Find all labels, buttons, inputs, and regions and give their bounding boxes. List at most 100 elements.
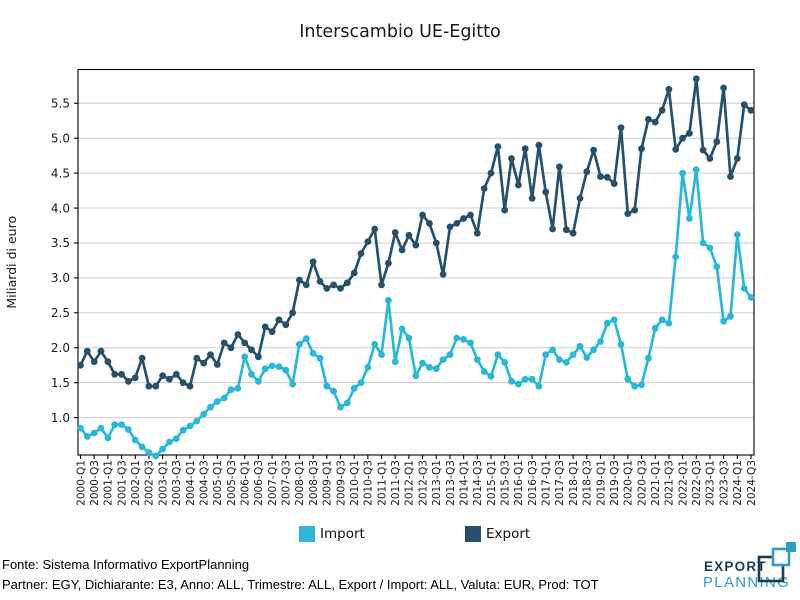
export-data-point [733, 155, 741, 162]
import-data-point [248, 370, 255, 378]
export-data-point [166, 375, 173, 383]
export-data-point [186, 382, 194, 390]
export-data-point [603, 173, 611, 181]
import-data-point [487, 373, 495, 380]
x-tick-label: 2020-Q3 [636, 460, 648, 506]
export-data-point [131, 374, 139, 382]
export-data-point [610, 180, 618, 188]
x-tick-label: 2006-Q3 [253, 460, 265, 506]
import-data-point [323, 382, 331, 390]
export-data-point [268, 328, 276, 336]
export-data-point [467, 211, 474, 219]
x-tick-label: 2015-Q3 [499, 460, 511, 506]
export-data-point [261, 323, 269, 331]
import-data-point [104, 434, 112, 442]
y-tick-label: 5.0 [51, 131, 70, 145]
x-tick-label: 2014-Q1 [458, 460, 470, 506]
export-data-point [706, 155, 714, 162]
export-data-point [747, 106, 755, 114]
x-tick-label: 2010-Q3 [363, 460, 375, 506]
import-data-point [439, 356, 447, 363]
import-data-point [494, 351, 502, 359]
export-data-point [179, 379, 187, 387]
export-data-point [104, 358, 112, 366]
export-data-point [692, 75, 700, 83]
import-data-point [569, 351, 577, 359]
logo-text-planning: PLANNING [703, 574, 791, 591]
x-tick-label: 2008-Q1 [294, 460, 306, 506]
import-data-point [480, 368, 488, 375]
legend-item-export: Export [465, 526, 530, 542]
export-data-point [275, 316, 283, 324]
import-data-point [665, 319, 673, 327]
export-data-point [583, 168, 591, 176]
export-data-point [720, 84, 727, 92]
import-data-point [111, 421, 119, 428]
export-data-point [385, 259, 392, 267]
export-data-point [645, 115, 652, 123]
import-data-point [268, 362, 276, 370]
import-data-point [138, 443, 146, 451]
export-data-point [432, 239, 440, 247]
y-tick-label: 4.5 [51, 166, 70, 180]
import-data-point [166, 438, 173, 446]
import-data-point [343, 399, 351, 407]
import-data-point [706, 244, 714, 252]
x-tick-label: 2021-Q3 [664, 460, 676, 506]
export-data-point [316, 278, 324, 285]
export-data-point [651, 118, 659, 126]
export-swatch [465, 526, 481, 542]
export-data-point [302, 281, 310, 289]
x-tick-label: 2017-Q3 [554, 460, 566, 506]
x-tick-label: 2010-Q1 [349, 460, 361, 506]
logo-text-export: EXPORT [704, 559, 767, 574]
x-tick-label: 2019-Q3 [609, 460, 621, 506]
import-data-point [610, 316, 618, 324]
import-data-point [542, 351, 550, 359]
export-data-point [200, 359, 208, 367]
import-data-point [535, 382, 543, 390]
import-data-point [460, 336, 467, 343]
import-data-point [549, 346, 556, 354]
x-tick-label: 2000-Q1 [75, 460, 87, 506]
import-data-point [651, 324, 659, 332]
export-data-point [289, 309, 296, 317]
chart-title: Interscambio UE-Egitto [299, 22, 501, 42]
import-data-point [528, 375, 536, 383]
export-data-point [330, 281, 337, 289]
import-data-point [590, 346, 597, 354]
import-data-point [672, 253, 680, 261]
export-data-point [77, 361, 84, 369]
export-data-point [90, 358, 98, 366]
x-tick-label: 2022-Q1 [677, 460, 689, 506]
import-data-point [186, 422, 194, 430]
import-data-point [405, 334, 413, 342]
import-data-point [357, 379, 365, 387]
import-data-point [597, 338, 604, 345]
x-tick-label: 2022-Q3 [691, 460, 703, 506]
export-data-point [213, 361, 221, 368]
x-tick-label: 2016-Q1 [513, 460, 525, 506]
import-data-point [467, 339, 474, 347]
import-data-point [282, 366, 290, 374]
x-tick-label: 2017-Q1 [541, 460, 553, 506]
export-data-point [83, 347, 91, 355]
import-data-point [398, 325, 406, 333]
export-data-point [152, 382, 160, 390]
export-data-point [371, 225, 379, 233]
import-data-point [391, 358, 399, 366]
x-tick-label: 2024-Q1 [732, 460, 744, 506]
export-data-point [357, 250, 365, 257]
x-tick-label: 2014-Q3 [472, 460, 484, 506]
import-data-point [508, 377, 515, 385]
export-data-point [556, 163, 563, 171]
export-data-point [624, 210, 632, 218]
import-data-point [330, 387, 337, 395]
x-tick-label: 2023-Q1 [705, 460, 717, 506]
export-data-point [241, 339, 249, 347]
x-tick-label: 2007-Q3 [281, 460, 293, 506]
import-data-point [515, 380, 522, 388]
import-data-point [179, 426, 187, 434]
y-tick-label: 1.5 [51, 376, 70, 390]
import-data-point [207, 403, 214, 411]
